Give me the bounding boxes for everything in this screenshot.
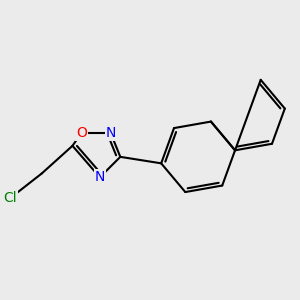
Text: N: N <box>106 126 116 140</box>
Text: Cl: Cl <box>4 191 17 205</box>
Text: O: O <box>76 126 87 140</box>
Text: N: N <box>95 170 105 184</box>
